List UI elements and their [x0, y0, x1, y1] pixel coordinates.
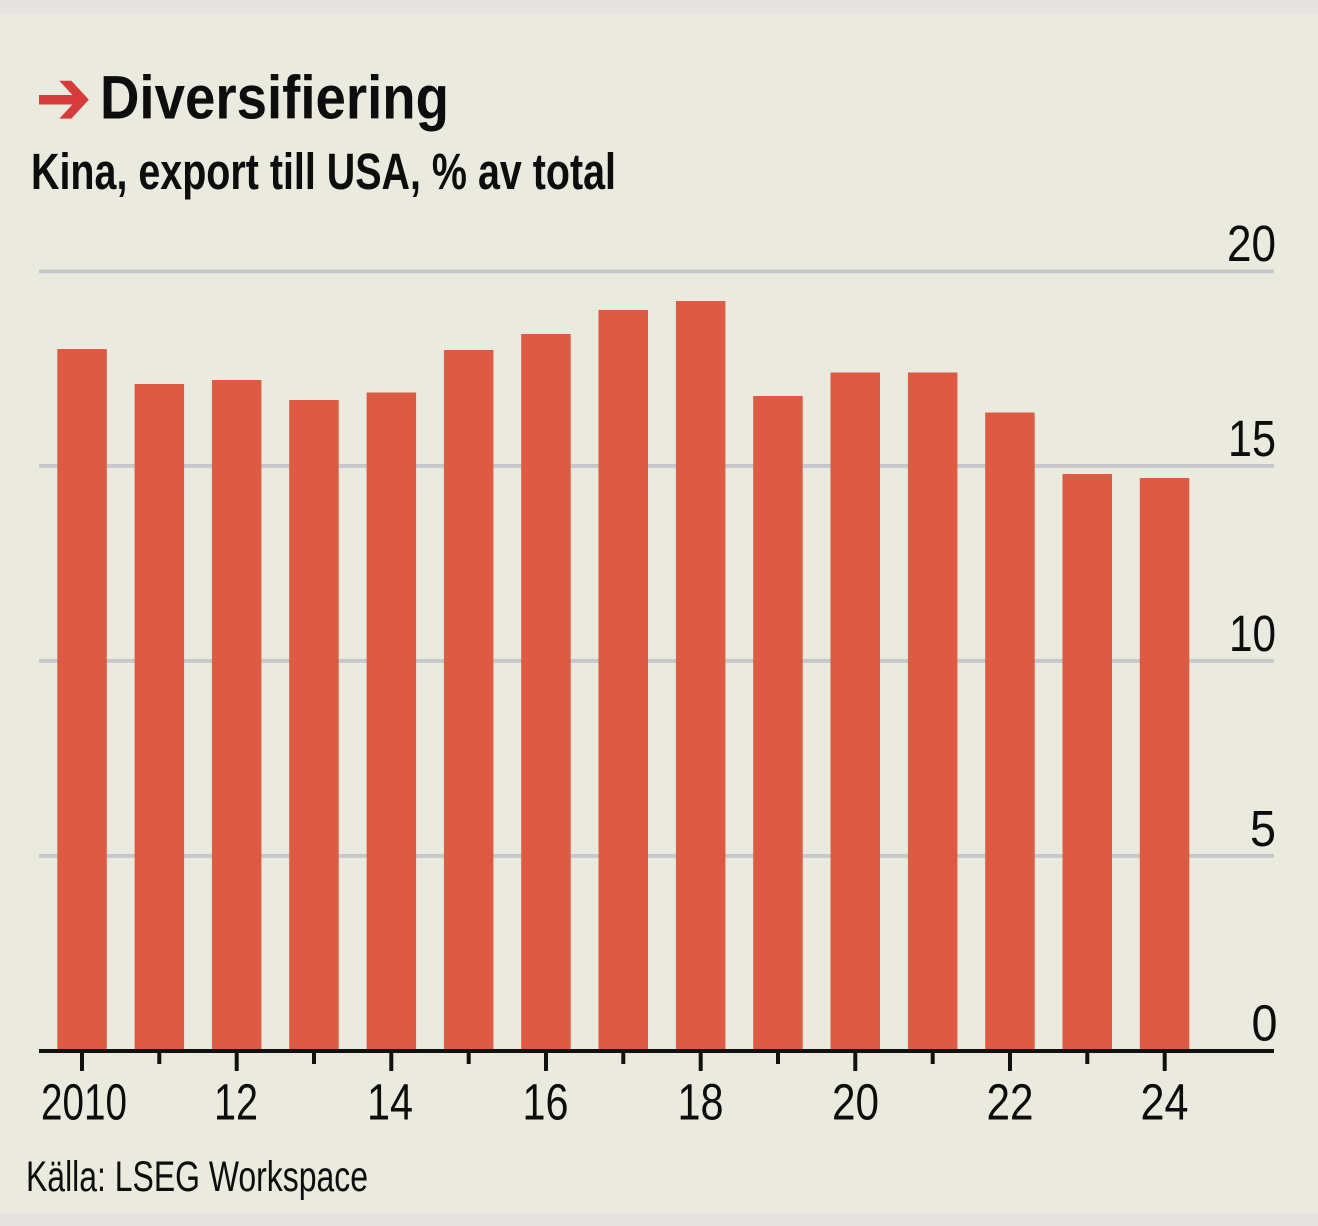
- svg-text:5: 5: [1250, 800, 1276, 857]
- svg-text:Diversifiering: Diversifiering: [100, 63, 449, 131]
- svg-text:14: 14: [367, 1073, 413, 1130]
- svg-text:Kina, export till USA, % av to: Kina, export till USA, % av total: [31, 143, 616, 200]
- svg-text:10: 10: [1229, 605, 1276, 662]
- svg-text:15: 15: [1228, 410, 1276, 467]
- svg-text:18: 18: [678, 1073, 724, 1130]
- svg-text:20: 20: [1227, 215, 1276, 272]
- svg-text:20: 20: [832, 1073, 879, 1130]
- svg-text:16: 16: [523, 1073, 569, 1130]
- svg-text:22: 22: [987, 1073, 1034, 1130]
- svg-text:12: 12: [214, 1073, 258, 1130]
- svg-text:24: 24: [1141, 1073, 1189, 1130]
- svg-text:Källa: LSEG Workspace: Källa: LSEG Workspace: [26, 1153, 368, 1201]
- svg-text:2010: 2010: [41, 1073, 127, 1130]
- svg-text:0: 0: [1252, 995, 1278, 1052]
